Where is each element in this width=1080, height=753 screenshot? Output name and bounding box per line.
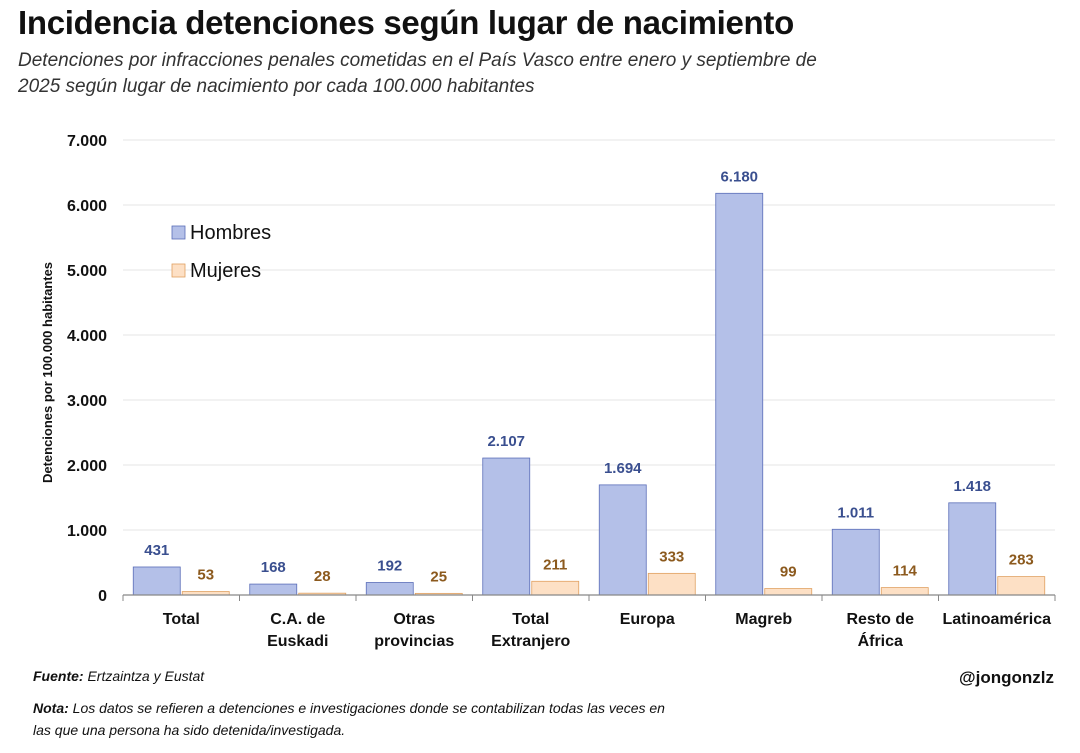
- y-tick-label: 1.000: [67, 523, 107, 540]
- bar-mujeres: [647, 572, 696, 596]
- bar-hombres: [249, 583, 298, 596]
- data-label-hombres: 6.180: [720, 168, 758, 185]
- source-line: Fuente: Ertzaintza y Eustat: [33, 668, 204, 684]
- note-line: Nota: Los datos se refieren a detencione…: [33, 697, 683, 741]
- y-tick-label: 2.000: [67, 458, 107, 475]
- bar-hombres: [365, 582, 414, 596]
- data-label-mujeres: 333: [659, 548, 684, 565]
- bar-hombres: [132, 566, 181, 596]
- x-tick-label: Otras: [393, 611, 435, 628]
- data-label-hombres: 2.107: [487, 433, 525, 450]
- data-label-mujeres: 99: [780, 564, 797, 581]
- data-label-hombres: 431: [144, 542, 169, 559]
- data-label-hombres: 1.418: [953, 478, 991, 495]
- source-label: Fuente:: [33, 668, 84, 684]
- note-text: Los datos se refieren a detenciones e in…: [33, 700, 665, 738]
- data-label-mujeres: 28: [314, 568, 331, 585]
- note-label: Nota:: [33, 700, 69, 716]
- x-tick-label: provincias: [374, 633, 454, 650]
- x-tick-label: Extranjero: [491, 633, 570, 650]
- x-tick-label: Total: [512, 611, 549, 628]
- bar-mujeres: [764, 588, 813, 596]
- legend-label: Mujeres: [190, 260, 261, 282]
- bar-mujeres: [997, 576, 1046, 596]
- legend-swatch: [171, 263, 186, 278]
- x-tick-label: Resto de: [846, 611, 914, 628]
- x-tick-label: Euskadi: [267, 633, 328, 650]
- x-tick-label: Total: [163, 611, 200, 628]
- data-label-mujeres: 53: [197, 567, 214, 584]
- bar-hombres: [598, 484, 647, 596]
- data-label-hombres: 1.694: [604, 460, 642, 477]
- chart-title: Incidencia detenciones según lugar de na…: [18, 4, 794, 41]
- legend-swatch: [171, 225, 186, 240]
- bar-hombres: [948, 502, 997, 596]
- bar-hombres: [831, 528, 880, 596]
- y-tick-label: 7.000: [67, 133, 107, 150]
- chart-subtitle: Detenciones por infracciones penales com…: [18, 50, 817, 97]
- y-axis-label: Detenciones por 100.000 habitantes: [40, 262, 55, 483]
- y-tick-label: 6.000: [67, 198, 107, 215]
- y-tick-label: 3.000: [67, 393, 107, 410]
- data-label-hombres: 1.011: [837, 504, 874, 521]
- author-handle: @jongonzlz: [959, 668, 1054, 687]
- x-tick-label: Latinoamérica: [943, 611, 1052, 628]
- bar-mujeres: [880, 587, 929, 596]
- x-tick-label: Europa: [620, 611, 675, 628]
- bar-hombres: [715, 192, 764, 596]
- data-label-hombres: 168: [261, 559, 286, 576]
- bar-hombres: [482, 457, 531, 596]
- bar-mujeres: [531, 580, 580, 596]
- bar-chart: 0 1.000 2.000 3.000 4.000 5.000 6.000 7.000 Dete…: [40, 133, 1056, 650]
- source-text: Ertzaintza y Eustat: [87, 668, 205, 684]
- data-label-mujeres: 25: [430, 568, 447, 585]
- legend-label: Hombres: [190, 222, 271, 244]
- x-tick-label: Magreb: [735, 611, 792, 628]
- data-label-mujeres: 283: [1009, 552, 1034, 569]
- data-label-mujeres: 114: [893, 563, 918, 580]
- y-tick-label: 0: [98, 588, 107, 605]
- y-tick-label: 5.000: [67, 263, 107, 280]
- data-label-hombres: 192: [377, 558, 402, 575]
- x-tick-label: C.A. de: [270, 611, 325, 628]
- y-tick-label: 4.000: [67, 328, 107, 345]
- x-tick-label: África: [858, 631, 903, 650]
- data-label-mujeres: 211: [543, 556, 567, 573]
